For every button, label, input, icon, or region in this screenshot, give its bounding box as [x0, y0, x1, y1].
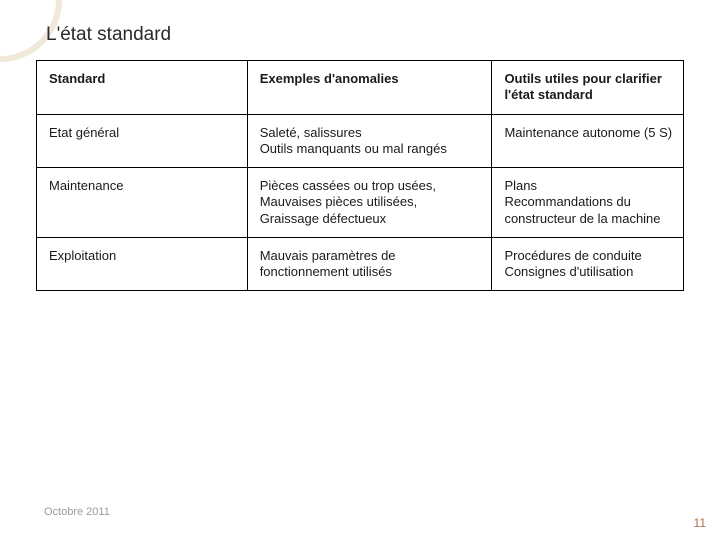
table-row: Maintenance Pièces cassées ou trop usées… — [37, 168, 684, 238]
standards-table: Standard Exemples d'anomalies Outils uti… — [36, 60, 684, 291]
footer-date: Octobre 2011 — [44, 506, 110, 518]
header-outils: Outils utiles pour clarifier l'état stan… — [492, 61, 684, 115]
cell-standard: Exploitation — [37, 237, 248, 291]
table-row: Exploitation Mauvais paramètres de fonct… — [37, 237, 684, 291]
header-exemples: Exemples d'anomalies — [247, 61, 492, 115]
table-row: Etat général Saleté, salissuresOutils ma… — [37, 114, 684, 168]
cell-exemples: Pièces cassées ou trop usées,Mauvaises p… — [247, 168, 492, 238]
cell-outils: PlansRecommandations du constructeur de … — [492, 168, 684, 238]
page-number: 11 — [694, 516, 706, 530]
header-standard: Standard — [37, 61, 248, 115]
cell-outils: Maintenance autonome (5 S) — [492, 114, 684, 168]
cell-standard: Etat général — [37, 114, 248, 168]
cell-outils: Procédures de conduiteConsignes d'utilis… — [492, 237, 684, 291]
cell-standard: Maintenance — [37, 168, 248, 238]
cell-exemples: Saleté, salissuresOutils manquants ou ma… — [247, 114, 492, 168]
table-header-row: Standard Exemples d'anomalies Outils uti… — [37, 61, 684, 115]
cell-exemples: Mauvais paramètres de fonctionnement uti… — [247, 237, 492, 291]
page-title: L'état standard — [46, 24, 171, 46]
